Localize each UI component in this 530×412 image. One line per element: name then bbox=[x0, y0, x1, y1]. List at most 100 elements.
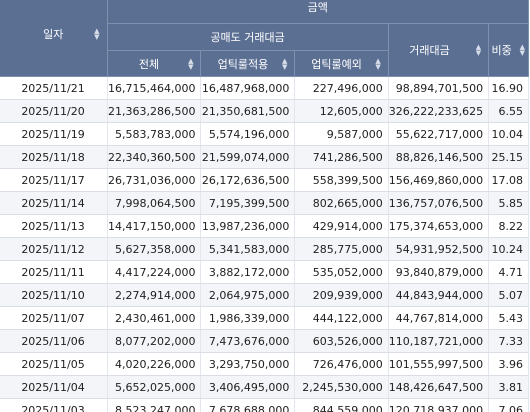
header-applied-label: 업틱룰적용 bbox=[217, 57, 269, 71]
cell-exempt: 429,914,000 bbox=[294, 214, 389, 238]
sort-arrows-icon[interactable]: ▲ ▼ bbox=[475, 43, 482, 57]
table-row[interactable]: 2025/11/20 21,363,286,500 21,350,681,500 12… bbox=[0, 99, 529, 123]
header-total[interactable]: 전체 ▲ ▼ bbox=[106, 50, 202, 77]
cell-date: 2025/11/14 bbox=[0, 191, 108, 215]
header-amount-group: 금액 bbox=[106, 0, 530, 24]
table-row[interactable]: 2025/11/14 7,998,064,500 7,195,399,500 802,… bbox=[0, 191, 529, 215]
header-uptick-exempt[interactable]: 업틱룰예외 ▲ ▼ bbox=[294, 50, 389, 77]
cell-date: 2025/11/19 bbox=[0, 122, 108, 146]
cell-date: 2025/11/20 bbox=[0, 99, 108, 123]
cell-exempt: 558,399,500 bbox=[294, 168, 389, 192]
cell-total: 7,998,064,500 bbox=[107, 191, 202, 215]
cell-trade: 55,622,717,000 bbox=[388, 122, 490, 146]
cell-exempt: 603,526,000 bbox=[294, 329, 389, 353]
cell-ratio: 7.06 bbox=[488, 398, 529, 412]
cell-applied: 7,678,688,000 bbox=[200, 398, 296, 412]
table-row[interactable]: 2025/11/17 26,731,036,000 26,172,636,500 55… bbox=[0, 168, 529, 192]
cell-applied: 5,341,583,000 bbox=[200, 237, 296, 261]
sort-arrows-icon[interactable]: ▲ ▼ bbox=[188, 56, 194, 71]
sort-arrows-icon[interactable]: ▲ ▼ bbox=[282, 56, 288, 71]
cell-date: 2025/11/21 bbox=[0, 76, 108, 100]
sort-arrows-icon[interactable]: ▲ ▼ bbox=[519, 43, 525, 57]
cell-applied: 21,599,074,000 bbox=[200, 145, 296, 169]
cell-ratio: 8.22 bbox=[488, 214, 529, 238]
cell-trade: 101,555,997,500 bbox=[388, 352, 490, 376]
sort-arrows-icon[interactable]: ▲ ▼ bbox=[94, 26, 100, 41]
header-date[interactable]: 일자 ▲ ▼ bbox=[0, 0, 108, 77]
table-row[interactable]: 2025/11/03 8,523,247,000 7,678,688,000 844,… bbox=[0, 398, 529, 412]
cell-exempt: 227,496,000 bbox=[294, 76, 389, 100]
cell-applied: 26,172,636,500 bbox=[200, 168, 296, 192]
cell-total: 16,715,464,000 bbox=[107, 76, 202, 100]
cell-trade: 156,469,860,000 bbox=[388, 168, 490, 192]
cell-ratio: 3.96 bbox=[488, 352, 529, 376]
cell-total: 26,731,036,000 bbox=[107, 168, 202, 192]
cell-total: 22,340,360,500 bbox=[107, 145, 202, 169]
header-exempt-label: 업틱룰예외 bbox=[311, 57, 362, 71]
cell-date: 2025/11/13 bbox=[0, 214, 108, 238]
table-row[interactable]: 2025/11/18 22,340,360,500 21,599,074,000 74… bbox=[0, 145, 529, 169]
table-row[interactable]: 2025/11/21 16,715,464,000 16,487,968,000 22… bbox=[0, 76, 529, 100]
table-row[interactable]: 2025/11/04 5,652,025,000 3,406,495,000 2,24… bbox=[0, 375, 529, 399]
cell-ratio: 7.33 bbox=[488, 329, 529, 353]
cell-exempt: 741,286,500 bbox=[294, 145, 389, 169]
cell-exempt: 444,122,000 bbox=[294, 306, 389, 330]
table-row[interactable]: 2025/11/12 5,627,358,000 5,341,583,000 285,… bbox=[0, 237, 529, 261]
cell-trade: 120,718,937,000 bbox=[388, 398, 490, 412]
cell-applied: 5,574,196,000 bbox=[200, 122, 296, 146]
header-trade-amount[interactable]: 거래대금 ▲ ▼ bbox=[387, 23, 490, 77]
cell-applied: 7,195,399,500 bbox=[200, 191, 296, 215]
cell-total: 4,417,224,000 bbox=[107, 260, 202, 284]
cell-applied: 3,293,750,000 bbox=[200, 352, 296, 376]
cell-total: 5,627,358,000 bbox=[107, 237, 202, 261]
table-row[interactable]: 2025/11/11 4,417,224,000 3,882,172,000 535,… bbox=[0, 260, 529, 284]
cell-ratio: 25.15 bbox=[488, 145, 529, 169]
cell-total: 5,652,025,000 bbox=[107, 375, 202, 399]
cell-trade: 54,931,952,500 bbox=[388, 237, 490, 261]
table-row[interactable]: 2025/11/10 2,274,914,000 2,064,975,000 209,… bbox=[0, 283, 529, 307]
cell-ratio: 16.90 bbox=[488, 76, 529, 100]
cell-ratio: 5.07 bbox=[488, 283, 529, 307]
header-short-label: 공매도 거래대금 bbox=[210, 31, 285, 44]
cell-trade: 93,840,879,000 bbox=[388, 260, 490, 284]
cell-date: 2025/11/06 bbox=[0, 329, 108, 353]
cell-ratio: 17.08 bbox=[488, 168, 529, 192]
header-uptick-applied[interactable]: 업틱룰적용 ▲ ▼ bbox=[200, 50, 296, 77]
cell-trade: 44,767,814,000 bbox=[388, 306, 490, 330]
table-row[interactable]: 2025/11/07 2,430,461,000 1,986,339,000 444,… bbox=[0, 306, 529, 330]
header-short-group: 공매도 거래대금 bbox=[106, 23, 389, 51]
cell-trade: 136,757,076,500 bbox=[388, 191, 490, 215]
cell-applied: 3,882,172,000 bbox=[200, 260, 296, 284]
cell-total: 8,077,202,000 bbox=[107, 329, 202, 353]
cell-applied: 21,350,681,500 bbox=[200, 99, 296, 123]
cell-total: 4,020,226,000 bbox=[107, 352, 202, 376]
cell-date: 2025/11/03 bbox=[0, 398, 108, 412]
cell-ratio: 10.04 bbox=[488, 122, 529, 146]
table-row[interactable]: 2025/11/05 4,020,226,000 3,293,750,000 726,… bbox=[0, 352, 529, 376]
cell-ratio: 10.24 bbox=[488, 237, 529, 261]
cell-exempt: 12,605,000 bbox=[294, 99, 389, 123]
cell-ratio: 6.55 bbox=[488, 99, 529, 123]
cell-applied: 2,064,975,000 bbox=[200, 283, 296, 307]
sort-arrows-icon[interactable]: ▲ ▼ bbox=[375, 56, 381, 71]
cell-trade: 175,374,653,000 bbox=[388, 214, 490, 238]
cell-trade: 148,426,647,500 bbox=[388, 375, 490, 399]
cell-exempt: 285,775,000 bbox=[294, 237, 389, 261]
cell-date: 2025/11/18 bbox=[0, 145, 108, 169]
cell-total: 8,523,247,000 bbox=[107, 398, 202, 412]
cell-applied: 13,987,236,000 bbox=[200, 214, 296, 238]
cell-trade: 98,894,701,500 bbox=[388, 76, 490, 100]
cell-ratio: 5.43 bbox=[488, 306, 529, 330]
cell-trade: 110,187,721,000 bbox=[388, 329, 490, 353]
header-ratio[interactable]: 비중 ▲ ▼ bbox=[488, 23, 529, 77]
header-amount-label: 금액 bbox=[307, 1, 328, 14]
table-row[interactable]: 2025/11/13 14,417,150,000 13,987,236,000 42… bbox=[0, 214, 529, 238]
cell-date: 2025/11/17 bbox=[0, 168, 108, 192]
table-row[interactable]: 2025/11/06 8,077,202,000 7,473,676,000 603,… bbox=[0, 329, 529, 353]
cell-total: 5,583,783,000 bbox=[107, 122, 202, 146]
cell-date: 2025/11/05 bbox=[0, 352, 108, 376]
table-row[interactable]: 2025/11/19 5,583,783,000 5,574,196,000 9,58… bbox=[0, 122, 529, 146]
cell-date: 2025/11/11 bbox=[0, 260, 108, 284]
